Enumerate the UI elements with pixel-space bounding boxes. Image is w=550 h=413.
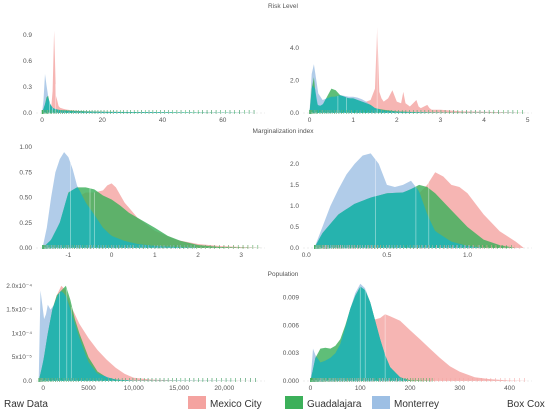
density-area-mexico-city: [42, 30, 259, 114]
y-tick-label: 0.9: [23, 32, 32, 39]
y-tick-label: 0.50: [19, 195, 32, 202]
x-tick-label: 15,000: [169, 385, 189, 392]
y-tick-label: 0.006: [283, 322, 300, 329]
overlap-area: [42, 96, 259, 113]
overlap-area: [38, 291, 261, 381]
x-tick-label: 100: [355, 385, 366, 392]
y-tick-label: 1.5x10⁻⁴: [6, 307, 32, 314]
x-tick-label: 60: [219, 117, 227, 124]
x-tick-label: -1: [66, 252, 72, 259]
y-tick-label: 1x10⁻⁴: [12, 330, 33, 337]
y-tick-label: 0.0: [23, 378, 32, 385]
x-tick-label: 0: [308, 117, 312, 124]
x-tick-label: 40: [159, 117, 167, 124]
panel-1: 0 20 40 60 0.0 0.3 0.6 0.9: [23, 30, 265, 124]
panel-5: 0 5000 10,000 15,000 20,000 0.0 5x10⁻⁵ 1x10⁻⁴ 1.…: [6, 283, 265, 392]
y-tick-label: 2.0: [290, 78, 299, 85]
legend-label-guadalajara: Guadalajara: [307, 399, 362, 410]
panel-title: Population: [268, 271, 299, 278]
y-tick-label: 0.000: [283, 378, 300, 385]
y-tick-label: 1.5: [290, 182, 299, 189]
panel-title: Risk Level: [268, 3, 299, 10]
y-tick-label: 0.3: [23, 84, 32, 91]
panel-3: -1 0 1 2 3 0.00 0.25 0.50 0.75 1.00: [19, 144, 265, 259]
raw-data-label: Raw Data: [4, 399, 48, 410]
density-area-monterrey: [309, 64, 528, 113]
x-tick-label: 300: [454, 385, 465, 392]
density-area-guadalajara: [42, 95, 259, 113]
legend-swatch-guadalajara: [285, 396, 303, 409]
x-tick-label: 1: [153, 252, 157, 259]
y-tick-label: 0.6: [23, 58, 32, 65]
y-tick-label: 0.009: [283, 295, 300, 302]
y-tick-label: 4.0: [290, 45, 299, 52]
y-tick-label: 0.5: [290, 224, 299, 231]
y-tick-label: 0.0: [290, 245, 299, 252]
x-tick-label: 0: [309, 385, 313, 392]
y-tick-label: 0.75: [19, 169, 32, 176]
x-tick-label: 0: [110, 252, 114, 259]
x-tick-label: 1.0: [463, 252, 472, 259]
x-tick-label: 1: [351, 117, 355, 124]
legend: Mexico City Guadalajara Monterrey: [188, 396, 439, 410]
y-tick-label: 1.0: [290, 203, 299, 210]
x-tick-label: 2: [196, 252, 200, 259]
y-tick-label: 1.00: [19, 144, 32, 151]
overlap-area: [42, 187, 198, 248]
y-tick-label: 5x10⁻⁵: [12, 354, 33, 361]
legend-label-mexico-city: Mexico City: [210, 399, 262, 410]
legend-swatch-mexico-city: [188, 396, 206, 409]
x-tick-label: 0.5: [382, 252, 391, 259]
panel-6: Population 0 100 200 300 400 0.000 0.003 0.006 0.…: [268, 271, 532, 392]
y-tick-label: 0.0: [23, 110, 32, 117]
x-tick-label: 400: [504, 385, 515, 392]
legend-swatch-monterrey: [372, 396, 390, 409]
x-tick-label: 20,000: [214, 385, 234, 392]
x-tick-label: 0.0: [302, 252, 311, 259]
x-tick-label: 3: [239, 252, 243, 259]
density-area-monterrey: [42, 74, 259, 113]
x-tick-label: 5000: [81, 385, 96, 392]
x-tick-label: 5: [526, 117, 530, 124]
legend-label-monterrey: Monterrey: [394, 399, 439, 410]
x-tick-label: 2: [395, 117, 399, 124]
box-cox-label: Box Cox: [507, 399, 545, 410]
x-tick-label: 4: [482, 117, 486, 124]
panel-2: Risk Level 0 1 2 3 4 5 0.0 2.0 4.0: [268, 3, 532, 124]
x-tick-label: 0: [40, 117, 44, 124]
density-area-mexico-city: [38, 285, 261, 381]
y-tick-label: 0.0: [290, 110, 299, 117]
y-tick-label: 0.25: [19, 220, 32, 227]
overlap-area: [314, 187, 484, 248]
panel-title: Marginalization index: [252, 128, 314, 135]
x-tick-label: 200: [405, 385, 416, 392]
y-tick-label: 0.00: [19, 245, 32, 252]
overlap-area: [309, 85, 528, 113]
x-tick-label: 10,000: [124, 385, 144, 392]
panel-4: Marginalization index 0.0 0.5 1.0 0.0 0.5 1.0 1…: [252, 128, 532, 259]
y-tick-label: 2.0: [290, 161, 299, 168]
y-tick-label: 0.003: [283, 350, 300, 357]
x-tick-label: 0: [41, 385, 45, 392]
x-tick-label: 3: [439, 117, 443, 124]
y-tick-label: 2.0x10⁻⁴: [6, 283, 32, 290]
x-tick-label: 20: [99, 117, 107, 124]
